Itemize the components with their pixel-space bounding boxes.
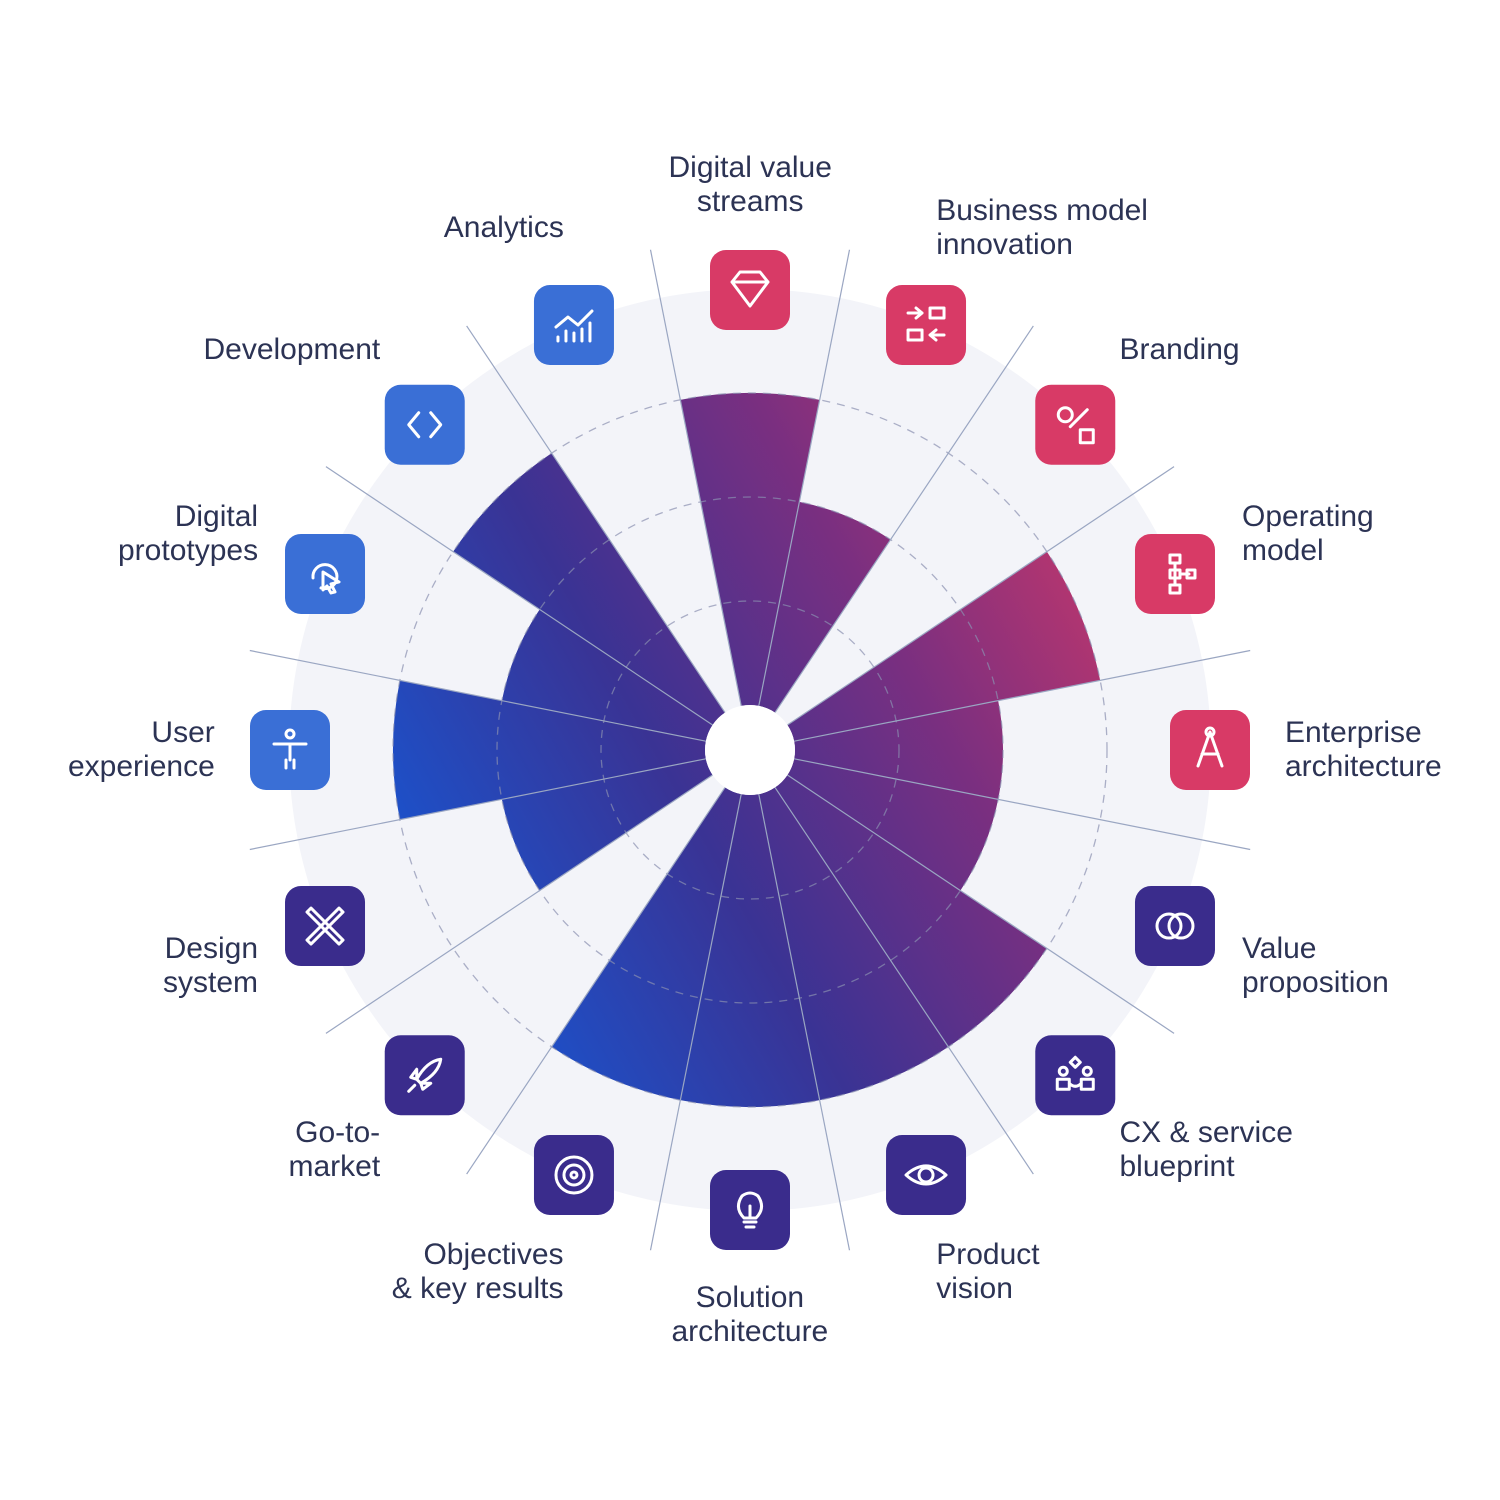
icon-tile <box>533 1134 614 1215</box>
wedge <box>453 453 725 725</box>
icon <box>1170 710 1250 790</box>
icon-glyph <box>730 270 770 308</box>
divider <box>249 649 706 742</box>
category-label: Objectives & key results <box>391 1237 564 1305</box>
icon-glyph <box>1056 406 1095 445</box>
category-label: Value proposition <box>1241 932 1389 1000</box>
divider <box>649 794 742 1251</box>
icon-glyph <box>1196 726 1224 768</box>
divider <box>649 249 742 706</box>
icon-glyph <box>407 1057 443 1093</box>
category-label: Branding <box>1119 333 1240 367</box>
icon <box>1134 886 1215 967</box>
icon-tile <box>1134 886 1215 967</box>
icon-tile <box>886 1134 967 1215</box>
icon-tile <box>384 1035 465 1116</box>
icon <box>533 1134 614 1215</box>
icon-tile <box>285 886 366 967</box>
icon <box>886 1134 967 1215</box>
wedge <box>501 609 713 742</box>
divider <box>794 758 1251 851</box>
icon-tile <box>384 384 465 465</box>
icon <box>533 285 614 366</box>
divider <box>249 758 706 851</box>
category-label: Analytics <box>443 211 564 244</box>
icon <box>1035 384 1116 465</box>
icon <box>285 533 366 614</box>
wedge <box>551 787 742 1101</box>
icon <box>886 285 967 366</box>
divider <box>787 466 1175 726</box>
category-label: Digital value streams <box>668 151 832 218</box>
wedge <box>787 758 999 891</box>
divider <box>758 794 851 1251</box>
wedge <box>758 787 949 1101</box>
category-label: CX & service blueprint <box>1119 1115 1293 1183</box>
icon-glyph <box>904 1164 948 1186</box>
category-label: Product vision <box>936 1237 1040 1305</box>
icon-glyph <box>737 1191 763 1229</box>
category-label: Business model innovation <box>936 194 1148 261</box>
icon-glyph <box>272 728 308 770</box>
category-label: Go-to- market <box>288 1115 381 1183</box>
category-label: Operating model <box>1241 499 1374 567</box>
divider <box>466 787 726 1175</box>
center-hole <box>705 705 795 795</box>
divider <box>787 774 1175 1034</box>
category-label: Digital prototypes <box>118 499 259 567</box>
divider <box>774 787 1034 1175</box>
icon <box>710 250 790 330</box>
icon <box>710 1170 790 1250</box>
icon <box>285 886 366 967</box>
icon-tile <box>1035 384 1116 465</box>
icon <box>250 710 330 790</box>
icon-tile <box>1170 710 1250 790</box>
icon-glyph <box>311 563 341 595</box>
category-label: Design system <box>163 932 259 1000</box>
divider <box>466 325 726 713</box>
divider <box>774 325 1034 713</box>
icon-glyph <box>407 411 443 439</box>
grid-ring <box>600 600 900 900</box>
wedge <box>680 794 820 1107</box>
icon-tile <box>533 285 614 366</box>
icon <box>384 384 465 465</box>
grid-ring <box>392 392 1108 1108</box>
category-label: Solution architecture <box>671 1281 829 1348</box>
icon-glyph <box>554 309 594 343</box>
icon-glyph <box>554 1155 594 1195</box>
wedge <box>501 758 713 891</box>
icon <box>1035 1035 1116 1116</box>
grid-ring <box>496 496 1004 1004</box>
icon-glyph <box>305 906 345 946</box>
icon-glyph <box>1055 1055 1095 1091</box>
divider <box>794 649 1251 742</box>
category-label: Development <box>203 333 381 367</box>
icon-tile <box>1035 1035 1116 1116</box>
icon-glyph <box>1155 912 1195 940</box>
icon <box>1134 533 1215 614</box>
wedge <box>758 501 891 713</box>
category-label: User experience <box>68 716 215 783</box>
divider <box>325 774 713 1034</box>
wedge <box>392 680 706 820</box>
wedge <box>787 551 1101 742</box>
category-label: Enterprise architecture <box>1285 716 1442 783</box>
wedge <box>775 775 1047 1047</box>
icon-tile <box>886 285 967 366</box>
divider <box>325 466 713 726</box>
wedge <box>680 392 820 706</box>
icon <box>384 1035 465 1116</box>
divider <box>758 249 851 706</box>
icon-glyph <box>1168 553 1197 595</box>
icon-tile <box>710 250 790 330</box>
icon-glyph <box>906 306 946 342</box>
